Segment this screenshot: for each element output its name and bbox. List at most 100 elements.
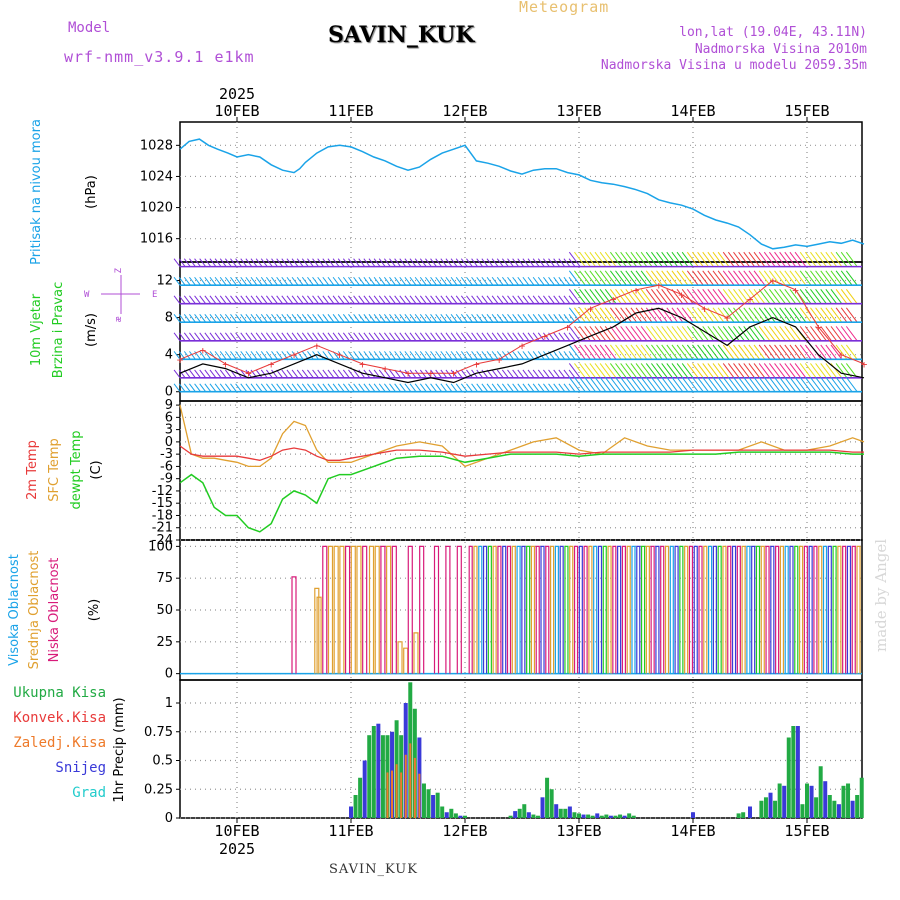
wind-barb xyxy=(291,295,299,305)
wind-barb xyxy=(286,332,294,342)
wind-barb xyxy=(553,258,561,267)
wind-barb xyxy=(255,383,263,393)
wind-barb xyxy=(774,344,786,360)
wind-barb xyxy=(651,363,663,379)
wind-barb xyxy=(661,363,673,379)
wind-barb xyxy=(486,351,494,360)
wind-barb xyxy=(676,377,689,393)
wind-barb xyxy=(774,326,786,342)
panel-frame-pressure xyxy=(179,121,863,263)
wind-barb xyxy=(753,251,766,267)
precip-bar xyxy=(563,808,568,818)
y-tick-label: 0.5 xyxy=(152,754,173,769)
wind-barb xyxy=(620,326,632,342)
wind-barb xyxy=(568,383,576,393)
wind-barb xyxy=(835,344,848,360)
wind-barb xyxy=(727,288,740,305)
wind-barb xyxy=(440,314,448,323)
wind-barb xyxy=(358,314,366,323)
wind-barb xyxy=(219,314,227,323)
wind-barb xyxy=(697,307,709,323)
wind-barb xyxy=(553,295,561,305)
wind-barb xyxy=(199,258,207,267)
wind-barb xyxy=(455,258,463,267)
wind-barb xyxy=(656,363,668,379)
wind-barb xyxy=(389,351,396,360)
wind-barb xyxy=(486,383,494,393)
wind-barb xyxy=(265,258,273,267)
wind-barb xyxy=(537,295,545,305)
wind-barb xyxy=(769,363,781,379)
wind-barb xyxy=(527,258,535,267)
wind-barb xyxy=(419,295,427,305)
gust-marker: + xyxy=(769,275,776,288)
cloud-bar xyxy=(798,545,804,674)
wind-barb xyxy=(563,332,571,342)
gust-marker: + xyxy=(473,358,480,371)
wind-barb xyxy=(779,270,791,286)
wind-barb xyxy=(389,314,396,323)
wind-barb xyxy=(501,369,509,379)
wind-barb xyxy=(435,295,443,305)
wind-barb xyxy=(348,383,355,393)
wind-barb xyxy=(224,276,232,286)
precip-bar xyxy=(841,785,846,818)
wind-barb xyxy=(496,314,504,323)
wind-barb xyxy=(425,383,432,393)
wind-barb xyxy=(635,326,648,342)
wind-barb xyxy=(615,251,627,267)
wind-barb xyxy=(722,270,735,286)
wind-barb xyxy=(353,369,360,379)
wind-barb xyxy=(604,288,617,305)
wind-barb xyxy=(733,344,745,360)
wind-barb xyxy=(779,363,791,379)
wind-barb xyxy=(358,369,366,379)
wind-barb xyxy=(276,295,284,305)
wind-barb xyxy=(604,307,617,323)
wind-barb xyxy=(173,295,181,305)
wind-barb xyxy=(219,295,227,305)
precip-bar xyxy=(577,813,581,818)
wind-gust-line xyxy=(179,279,865,374)
wind-barb xyxy=(307,258,314,267)
wind-barb xyxy=(738,270,750,286)
wind-barb xyxy=(383,369,391,379)
precip-legend-label: Ukupna Kisa xyxy=(13,685,106,701)
wind-barb xyxy=(296,295,304,305)
wind-barb xyxy=(707,363,720,379)
wind-barb xyxy=(245,369,253,379)
wind-barb xyxy=(702,344,714,360)
wind-barb xyxy=(409,314,417,323)
wind-barb xyxy=(697,344,709,360)
wind-barb xyxy=(579,326,591,342)
wind-barb xyxy=(753,377,766,393)
wind-barb xyxy=(779,326,791,342)
cloud-bar xyxy=(765,545,770,674)
wind-barb xyxy=(574,270,586,286)
wind-barb xyxy=(589,377,602,393)
wind-barb xyxy=(194,332,201,342)
wind-barb xyxy=(214,295,222,305)
gust-marker: + xyxy=(291,349,298,362)
wind-barb xyxy=(230,351,237,360)
wind-barb xyxy=(317,369,325,379)
cloud-bar xyxy=(626,545,631,674)
wind-barb xyxy=(666,270,679,286)
wind-barb xyxy=(574,344,586,360)
wind-barb xyxy=(286,351,294,360)
wind-barb xyxy=(194,258,201,267)
wind-barb xyxy=(753,363,766,379)
cloud-bar xyxy=(746,545,751,674)
wind-barb xyxy=(250,332,258,342)
wind-barb xyxy=(635,344,648,360)
wind-barb xyxy=(548,383,555,393)
y-tick-label: -24 xyxy=(152,533,173,548)
wind-barb xyxy=(537,369,545,379)
wind-barb xyxy=(332,332,340,342)
cloud-bar xyxy=(506,545,512,674)
wind-barb xyxy=(327,332,335,342)
wind-barb xyxy=(466,276,473,286)
precip-bar xyxy=(627,813,632,818)
wind-barb xyxy=(296,258,304,267)
wind-barb xyxy=(707,344,720,360)
